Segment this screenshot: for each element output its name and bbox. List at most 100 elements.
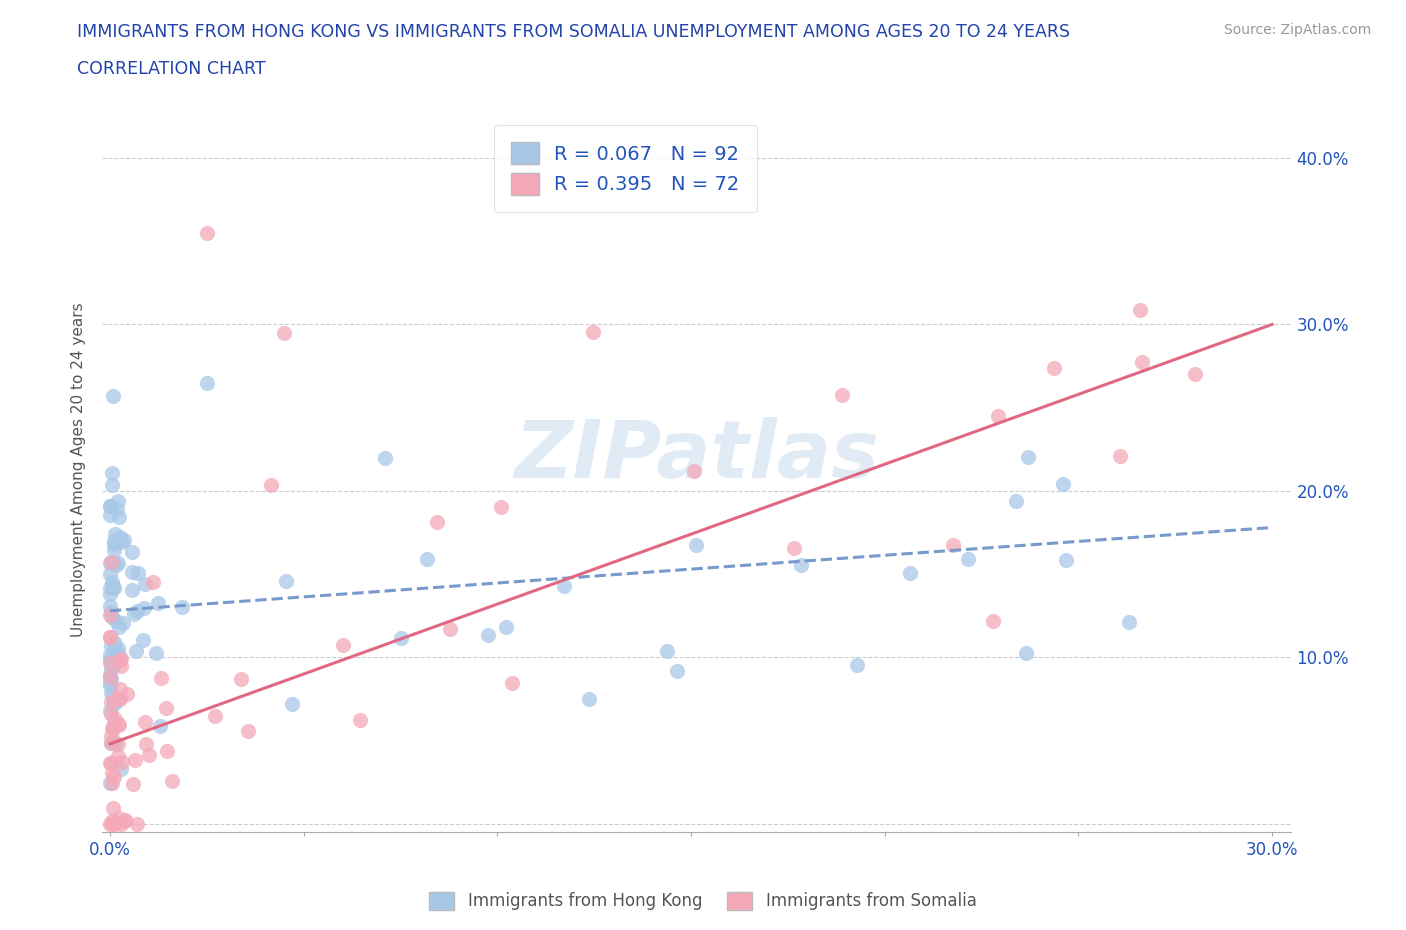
Point: [1017, 450, 1039, 465]
Point: [115, 686, 138, 701]
Point: [110, 817, 132, 831]
Point: [156, 744, 179, 759]
Text: Source: ZipAtlas.com: Source: ZipAtlas.com: [1223, 23, 1371, 37]
Point: [98, 630, 121, 644]
Point: [426, 514, 449, 529]
Point: [98, 580, 121, 595]
Legend: R = 0.067   N = 92, R = 0.395   N = 72: R = 0.067 N = 92, R = 0.395 N = 72: [494, 125, 756, 212]
Point: [111, 535, 134, 550]
Point: [103, 658, 125, 672]
Point: [108, 529, 131, 544]
Point: [553, 578, 575, 593]
Point: [578, 692, 600, 707]
Point: [491, 499, 513, 514]
Point: [125, 817, 148, 831]
Point: [1042, 360, 1064, 375]
Point: [134, 715, 156, 730]
Point: [108, 682, 131, 697]
Point: [389, 631, 412, 645]
Point: [103, 533, 125, 548]
Point: [104, 526, 127, 541]
Point: [101, 389, 124, 404]
Point: [439, 621, 461, 636]
Point: [790, 558, 813, 573]
Point: [100, 638, 122, 653]
Point: [125, 644, 148, 658]
Point: [495, 619, 517, 634]
Point: [101, 765, 124, 780]
Point: [98, 607, 121, 622]
Point: [100, 555, 122, 570]
Point: [1108, 448, 1130, 463]
Point: [110, 658, 132, 673]
Point: [100, 728, 122, 743]
Point: [110, 691, 132, 706]
Point: [150, 671, 173, 685]
Point: [112, 616, 135, 631]
Point: [98, 587, 121, 602]
Point: [98, 652, 121, 667]
Point: [107, 493, 129, 508]
Point: [98, 566, 121, 581]
Point: [1052, 477, 1074, 492]
Point: [142, 574, 165, 589]
Point: [1130, 354, 1153, 369]
Point: [104, 712, 127, 727]
Point: [98, 817, 121, 831]
Point: [103, 634, 125, 649]
Point: [107, 737, 129, 751]
Point: [374, 450, 396, 465]
Point: [107, 692, 129, 707]
Point: [100, 736, 122, 751]
Point: [103, 542, 125, 557]
Point: [98, 678, 121, 693]
Point: [195, 225, 218, 240]
Point: [107, 717, 129, 732]
Point: [104, 649, 127, 664]
Y-axis label: Unemployment Among Ages 20 to 24 years: Unemployment Among Ages 20 to 24 years: [72, 303, 86, 637]
Point: [100, 477, 122, 492]
Point: [100, 466, 122, 481]
Point: [107, 641, 129, 656]
Point: [121, 777, 143, 791]
Point: [110, 652, 132, 667]
Point: [1118, 615, 1140, 630]
Point: [104, 642, 127, 657]
Point: [957, 552, 980, 567]
Point: [134, 576, 156, 591]
Point: [1015, 645, 1038, 660]
Point: [238, 724, 260, 738]
Point: [98, 599, 121, 614]
Point: [845, 658, 868, 672]
Point: [98, 668, 121, 683]
Point: [104, 614, 127, 629]
Point: [100, 604, 122, 619]
Point: [98, 555, 121, 570]
Legend: Immigrants from Hong Kong, Immigrants from Somalia: Immigrants from Hong Kong, Immigrants fr…: [423, 885, 983, 917]
Point: [100, 720, 122, 735]
Point: [103, 697, 125, 711]
Text: CORRELATION CHART: CORRELATION CHART: [77, 60, 266, 78]
Point: [981, 614, 1004, 629]
Point: [98, 776, 121, 790]
Point: [107, 619, 129, 634]
Point: [100, 660, 122, 675]
Point: [127, 566, 149, 581]
Point: [132, 600, 155, 615]
Point: [145, 645, 167, 660]
Point: [108, 510, 131, 525]
Point: [100, 755, 122, 770]
Point: [155, 700, 177, 715]
Point: [98, 704, 121, 719]
Point: [98, 656, 121, 671]
Point: [121, 565, 143, 579]
Point: [104, 558, 127, 573]
Point: [104, 736, 127, 751]
Point: [98, 507, 121, 522]
Point: [132, 632, 155, 647]
Point: [685, 538, 707, 552]
Point: [1129, 302, 1152, 317]
Point: [108, 811, 131, 826]
Point: [121, 582, 143, 597]
Point: [274, 574, 297, 589]
